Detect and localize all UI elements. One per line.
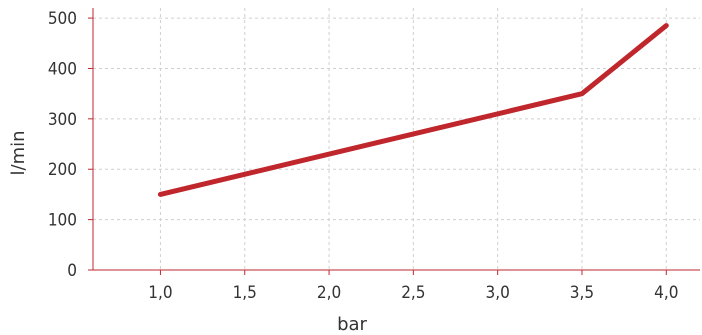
x-tick-label: 1,5 [233, 283, 257, 303]
axes [88, 8, 700, 275]
y-tick-label: 200 [48, 160, 77, 180]
x-tick-label: 4,0 [654, 283, 678, 303]
series-line [157, 23, 669, 197]
x-tick-label: 2,0 [317, 283, 341, 303]
y-tick-label: 400 [48, 59, 77, 79]
x-axis-title: bar [337, 314, 367, 335]
y-tick-label: 0 [67, 261, 77, 281]
y-tick-label: 100 [48, 211, 77, 231]
x-tick-label: 3,0 [486, 283, 510, 303]
y-tick-label: 500 [48, 9, 77, 29]
grid [93, 8, 700, 270]
x-tick-label: 3,5 [570, 283, 594, 303]
y-axis-title: l/min [8, 130, 29, 175]
x-tick-label: 1,0 [148, 283, 172, 303]
series-group [157, 23, 669, 197]
y-tick-label: 300 [48, 110, 77, 130]
tick-labels: 1,0 1,5 2,0 2,5 3,0 3,5 4,0 0 100 200 300 400 500 [48, 9, 679, 303]
x-tick-label: 2,5 [401, 283, 425, 303]
